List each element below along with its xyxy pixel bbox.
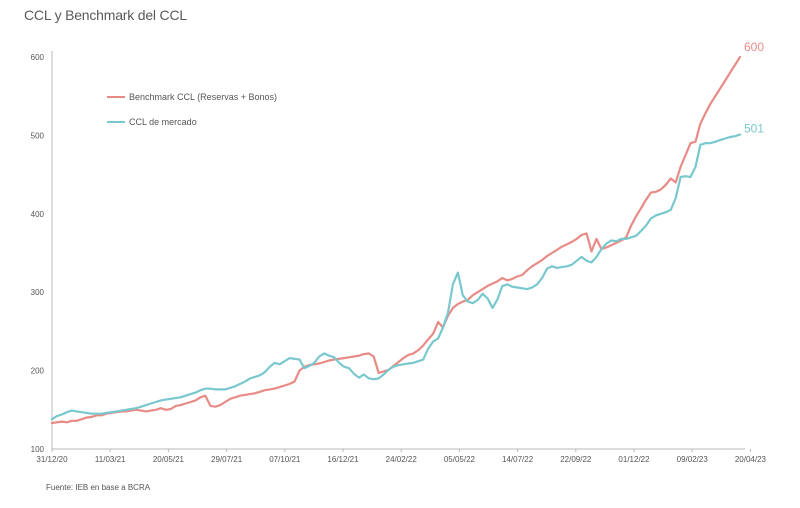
x-tick-label: 09/02/23 xyxy=(677,455,709,464)
x-tick-label: 20/04/23 xyxy=(735,455,767,464)
series-end-labels: 600 501 xyxy=(744,40,764,136)
source-note: Fuente: IEB en base a BCRA xyxy=(46,483,151,492)
x-tick-label: 22/09/22 xyxy=(560,455,592,464)
y-tick-label: 300 xyxy=(31,288,45,297)
x-tick-label: 11/03/21 xyxy=(95,455,126,464)
chart-title: CCL y Benchmark del CCL xyxy=(24,7,187,23)
x-tick-label: 31/12/20 xyxy=(36,455,68,464)
series-lines xyxy=(50,55,742,425)
y-tick-label: 100 xyxy=(31,445,45,454)
x-tick-labels: 31/12/20 11/03/21 20/05/21 29/07/21 07/10/21… xyxy=(36,449,767,464)
mercado-series-line xyxy=(50,133,742,421)
y-tick-label: 600 xyxy=(31,53,45,62)
y-tick-label: 400 xyxy=(31,210,45,219)
legend-label: CCL de mercado xyxy=(129,117,197,127)
chart-axes xyxy=(51,51,745,450)
x-tick-label: 07/10/21 xyxy=(269,455,301,464)
x-tick-label: 14/07/22 xyxy=(502,455,534,464)
mercado-end-label: 501 xyxy=(744,122,764,136)
y-tick-labels: 100 200 300 400 500 600 xyxy=(31,53,45,454)
legend: Benchmark CCL (Reservas + Bonos) CCL de m… xyxy=(107,92,277,127)
x-tick-label: 24/02/22 xyxy=(386,455,418,464)
x-tick-label: 29/07/21 xyxy=(211,455,243,464)
benchmark-end-label: 600 xyxy=(744,40,764,54)
y-tick-label: 200 xyxy=(31,367,45,376)
x-tick-label: 01/12/22 xyxy=(618,455,650,464)
y-tick-label: 500 xyxy=(31,131,45,140)
x-tick-label: 16/12/21 xyxy=(327,455,359,464)
legend-label: Benchmark CCL (Reservas + Bonos) xyxy=(129,92,277,102)
x-tick-label: 20/05/21 xyxy=(153,455,185,464)
x-tick-label: 05/05/22 xyxy=(444,455,476,464)
benchmark-series-line xyxy=(50,55,742,425)
